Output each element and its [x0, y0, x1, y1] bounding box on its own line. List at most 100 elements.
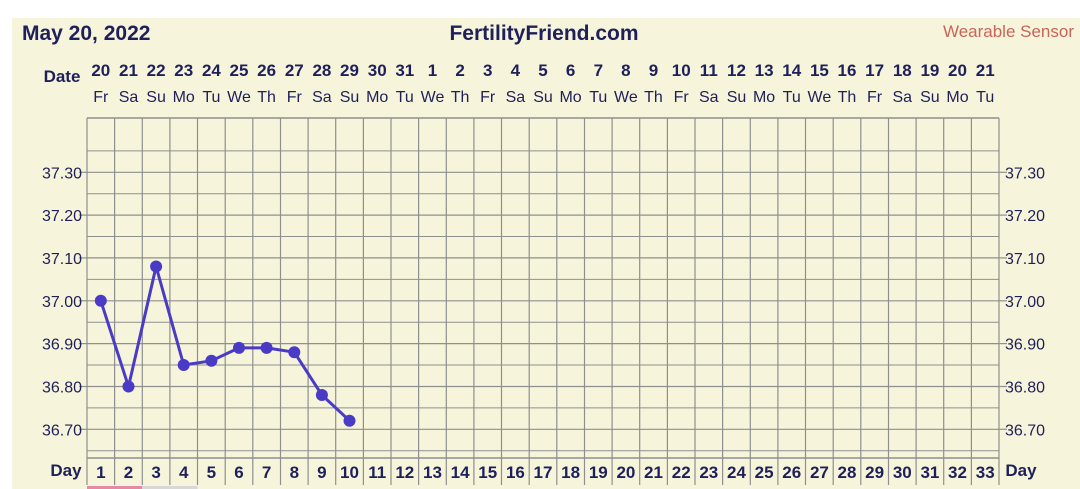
axis-labels: 20Fr121Sa222Su323Mo424Tu525We626Th727Fr8… — [42, 61, 1045, 482]
day-label: 18 — [561, 463, 580, 482]
date-label: 9 — [649, 61, 658, 80]
day-label: 21 — [644, 463, 663, 482]
day-label: 29 — [865, 463, 884, 482]
weekday-label: We — [421, 89, 445, 106]
date-label: 19 — [920, 61, 939, 80]
y-tick-label-right: 36.70 — [1005, 422, 1045, 439]
y-tick-label-left: 36.90 — [42, 337, 82, 354]
plot-area — [87, 118, 999, 485]
weekday-label: Mo — [366, 89, 388, 106]
date-label: 22 — [147, 61, 166, 80]
weekday-label: Fr — [480, 89, 496, 106]
weekday-label: We — [227, 89, 251, 106]
weekday-label: Fr — [867, 89, 883, 106]
day-label: 25 — [755, 463, 774, 482]
weekday-label: Fr — [287, 89, 303, 106]
weekday-label: Mo — [559, 89, 581, 106]
weekday-label: Mo — [753, 89, 775, 106]
cycle-phase-strip — [87, 486, 143, 489]
date-label: 10 — [672, 61, 691, 80]
day-label: 11 — [368, 463, 386, 482]
y-tick-label-right: 37.10 — [1005, 251, 1045, 268]
date-label: 16 — [838, 61, 857, 80]
weekday-label: Mo — [173, 89, 195, 106]
date-label: 30 — [368, 61, 387, 80]
date-label: 28 — [312, 61, 331, 80]
weekday-label: Fr — [674, 89, 690, 106]
weekday-label: Tu — [589, 89, 607, 106]
day-label: 6 — [234, 463, 243, 482]
date-label: 8 — [621, 61, 630, 80]
weekday-label: Th — [257, 89, 276, 106]
day-label: 7 — [262, 463, 271, 482]
day-label: 31 — [920, 463, 939, 482]
weekday-label: Mo — [946, 89, 968, 106]
date-label: 25 — [230, 61, 249, 80]
day-label: 13 — [423, 463, 442, 482]
weekday-label: We — [614, 89, 638, 106]
day-label: 23 — [699, 463, 718, 482]
date-label: 13 — [755, 61, 774, 80]
date-label: 15 — [810, 61, 829, 80]
weekday-label: Th — [644, 89, 663, 106]
y-tick-label-left: 37.20 — [42, 208, 82, 225]
day-label: 5 — [207, 463, 216, 482]
date-label: 20 — [91, 61, 110, 80]
weekday-label: Su — [146, 89, 166, 106]
day-label: 28 — [838, 463, 857, 482]
y-tick-label-left: 37.00 — [42, 294, 82, 311]
day-label: 20 — [616, 463, 635, 482]
chart-grid — [79, 117, 1007, 489]
day-label: 2 — [124, 463, 133, 482]
y-tick-label-left: 36.80 — [42, 380, 82, 397]
weekday-label: We — [808, 89, 832, 106]
temperature-point — [260, 341, 273, 354]
day-label: 17 — [534, 463, 553, 482]
date-label: 27 — [285, 61, 304, 80]
weekday-label: Tu — [783, 89, 801, 106]
day-label: 22 — [672, 463, 691, 482]
date-label: 14 — [782, 61, 801, 80]
day-label: 19 — [589, 463, 608, 482]
date-label: 20 — [948, 61, 967, 80]
date-label: 23 — [174, 61, 193, 80]
day-label: 27 — [810, 463, 829, 482]
day-label: 3 — [151, 463, 160, 482]
day-label: 4 — [179, 463, 189, 482]
day-label: 15 — [478, 463, 497, 482]
day-label: 26 — [782, 463, 801, 482]
weekday-label: Sa — [699, 89, 719, 106]
date-label: 12 — [727, 61, 746, 80]
temperature-point — [288, 346, 301, 359]
date-label: 24 — [202, 61, 221, 80]
temperature-point — [177, 359, 190, 371]
weekday-label: Su — [533, 89, 553, 106]
date-label: 2 — [455, 61, 464, 80]
date-label: 21 — [976, 61, 995, 80]
day-label: 10 — [340, 463, 359, 482]
site-name[interactable]: FertilityFriend.com — [449, 22, 638, 45]
date-label: 3 — [483, 61, 492, 80]
day-label: 33 — [976, 463, 995, 482]
weekday-label: Fr — [93, 89, 109, 106]
weekday-label: Su — [727, 89, 747, 106]
weekday-label: Sa — [119, 89, 139, 106]
weekday-label: Th — [451, 89, 470, 106]
day-label: 30 — [893, 463, 912, 482]
day-label: 12 — [395, 463, 414, 482]
data-source-label: Wearable Sensor — [943, 22, 1074, 41]
weekday-label: Sa — [893, 89, 913, 106]
day-label: 9 — [317, 463, 326, 482]
temperature-point — [343, 414, 356, 427]
date-label: 29 — [340, 61, 359, 80]
temperature-point — [233, 341, 245, 354]
weekday-label: Tu — [202, 89, 220, 106]
date-label: 31 — [395, 61, 414, 80]
date-label: 21 — [119, 61, 138, 80]
y-tick-label-left: 36.70 — [42, 422, 82, 439]
date-label: 18 — [893, 61, 912, 80]
date-label: 17 — [865, 61, 884, 80]
day-label: 16 — [506, 463, 525, 482]
weekday-label: Tu — [396, 89, 414, 106]
